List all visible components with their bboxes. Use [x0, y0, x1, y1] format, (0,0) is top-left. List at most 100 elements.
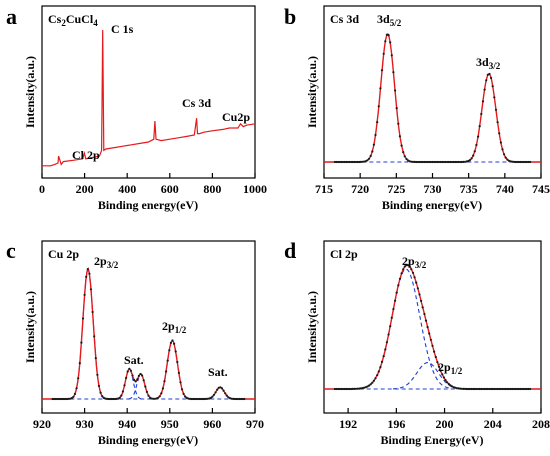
y-axis-label-c: Intensity(a.u.) — [23, 291, 37, 363]
data-point-c — [224, 392, 227, 395]
data-point-b — [436, 160, 439, 164]
data-point-d — [486, 387, 489, 391]
data-point-b — [447, 160, 450, 164]
data-point-d — [496, 387, 499, 391]
x-tick-label-a-2: 400 — [118, 182, 136, 196]
data-point-b — [434, 160, 437, 164]
data-point-b — [511, 160, 514, 163]
data-point-c — [220, 387, 224, 390]
data-point-b — [410, 160, 413, 163]
data-point-d — [428, 332, 431, 335]
y-axis-label-d: Intensity(a.u.) — [305, 291, 319, 363]
data-point-d — [403, 265, 406, 268]
data-point-b — [459, 160, 462, 164]
data-point-b — [503, 153, 506, 156]
data-point-d — [437, 365, 441, 368]
data-point-b — [514, 160, 517, 164]
data-point-d — [511, 387, 514, 391]
data-point-b — [426, 160, 429, 164]
data-point-b — [361, 160, 364, 163]
data-point-d — [416, 287, 419, 290]
data-point-b — [441, 160, 444, 164]
data-point-c — [125, 376, 128, 379]
data-point-d — [498, 387, 501, 391]
series-layer-b — [324, 32, 541, 164]
data-point-c — [136, 378, 139, 381]
data-point-b — [431, 160, 434, 164]
data-point-b — [501, 148, 504, 151]
data-point-d — [485, 387, 488, 391]
data-point-c — [75, 387, 78, 390]
data-point-c — [201, 397, 204, 401]
data-point-c — [235, 397, 238, 401]
panel-a: a 0 200 400 600 800 1000 Cs2CuCl4 Binding ene… — [6, 4, 267, 212]
data-point-d — [411, 271, 415, 274]
data-point-b — [351, 160, 354, 164]
data-point-d — [506, 387, 509, 391]
data-point-c — [51, 397, 54, 401]
data-point-d — [384, 348, 387, 351]
data-point-d — [367, 384, 371, 387]
data-point-d — [390, 316, 393, 319]
x-tick-label-c-4: 960 — [203, 417, 221, 431]
data-point-b — [335, 160, 338, 164]
data-point-b — [398, 135, 401, 138]
data-point-b — [397, 122, 400, 125]
data-point-c — [73, 392, 77, 395]
data-point-c — [88, 272, 91, 275]
data-point-d — [516, 387, 519, 391]
data-point-d — [431, 344, 434, 347]
data-point-b — [485, 79, 488, 82]
data-point-c — [204, 397, 208, 400]
data-point-b — [439, 160, 442, 164]
data-point-c — [64, 397, 67, 401]
x-ticks-a: 0 200 400 600 800 1000 — [39, 173, 267, 196]
data-point-c — [227, 396, 230, 399]
data-point-c — [85, 275, 88, 278]
data-point-b — [380, 69, 384, 72]
data-point-d — [527, 387, 530, 391]
data-point-d — [483, 387, 486, 391]
data-point-d — [400, 272, 403, 275]
data-point-b — [444, 160, 447, 164]
data-point-b — [413, 160, 416, 163]
data-point-d — [345, 387, 348, 391]
data-point-d — [350, 387, 353, 391]
data-point-d — [354, 387, 358, 390]
data-point-d — [379, 366, 382, 369]
annotation-3d52: 3d5/2 — [377, 12, 402, 28]
annotation-3d32-sub: 3/2 — [489, 61, 501, 71]
data-point-d — [444, 379, 447, 382]
data-point-d — [343, 387, 346, 391]
data-point-d — [413, 276, 416, 279]
data-point-b — [527, 160, 530, 164]
data-point-c — [168, 349, 171, 352]
data-point-c — [230, 397, 233, 400]
panel-letter-d: d — [284, 238, 296, 263]
data-point-d — [371, 381, 374, 384]
data-point-c — [107, 397, 110, 401]
data-point-b — [520, 160, 524, 164]
data-point-b — [512, 160, 516, 163]
x-tick-label-a-4: 800 — [203, 182, 221, 196]
annotation-3d52-main: 3d — [377, 12, 390, 26]
panel-title-c: Cu 2p — [48, 247, 79, 261]
annotation-2p12-c: 2p1/2 — [162, 319, 187, 335]
data-point-b — [524, 160, 527, 164]
data-point-b — [504, 156, 507, 159]
data-point-c — [182, 392, 185, 395]
data-point-c — [56, 397, 59, 401]
data-point-b — [446, 160, 449, 164]
component-peak-d-0 — [361, 268, 451, 389]
data-point-c — [128, 367, 131, 370]
x-tick-label-c-2: 940 — [118, 417, 136, 431]
data-point-d — [494, 387, 498, 391]
data-point-c — [59, 397, 62, 401]
data-point-d — [436, 361, 439, 364]
data-point-c — [134, 380, 137, 383]
x-tick-label-b-2: 725 — [387, 182, 405, 196]
panel-title-b: Cs 3d — [330, 12, 359, 26]
data-point-d — [480, 387, 483, 391]
data-point-c — [62, 397, 65, 401]
data-point-d — [462, 387, 465, 390]
